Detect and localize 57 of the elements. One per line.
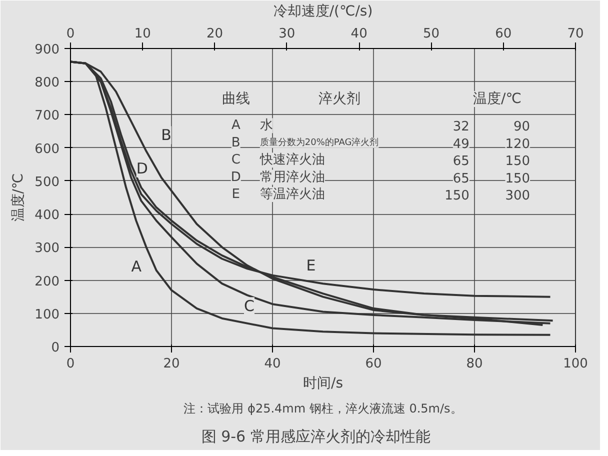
x2-tick-label: 20 bbox=[206, 26, 224, 42]
annotation: 曲线 bbox=[222, 90, 250, 107]
x2-tick-label: 70 bbox=[567, 26, 584, 42]
x-tick-label: 100 bbox=[563, 356, 588, 372]
annotation: C bbox=[231, 152, 240, 168]
y-tick-label: 200 bbox=[34, 274, 60, 290]
annotation: 300 bbox=[505, 188, 530, 204]
annotation: 120 bbox=[505, 136, 530, 152]
series-label: D bbox=[136, 159, 148, 178]
series-label: B bbox=[161, 126, 172, 144]
annotation: 150 bbox=[505, 154, 530, 170]
x2-tick-label: 40 bbox=[350, 26, 368, 42]
y-tick-label: 100 bbox=[34, 307, 60, 322]
x-tick-label: 80 bbox=[466, 356, 483, 372]
annotation: 150 bbox=[444, 188, 470, 204]
annotation: 等温淬火油 bbox=[260, 187, 325, 202]
y-tick-label: 500 bbox=[34, 174, 60, 190]
annotation: B bbox=[231, 135, 240, 150]
annotation: 质量分数为20%的PAG淬火剂 bbox=[260, 136, 379, 148]
x2-tick-label: 60 bbox=[495, 26, 512, 42]
annotation: 49 bbox=[452, 136, 470, 152]
text: 注：试验用 ϕ25.4mm 钢柱，淬火液流速 0.5m/s。 bbox=[184, 402, 462, 416]
x2-tick-label: 0 bbox=[66, 26, 75, 42]
series-label: C bbox=[244, 297, 254, 316]
annotation: E bbox=[232, 187, 240, 202]
y-axis-title: 温度/℃ bbox=[10, 173, 27, 222]
y-tick-label: 700 bbox=[34, 108, 60, 124]
x-tick-label: 40 bbox=[264, 356, 281, 372]
series-label: A bbox=[131, 257, 142, 276]
annotation: 水 bbox=[260, 118, 273, 134]
y-tick-label: 900 bbox=[34, 42, 60, 58]
annotation: 150 bbox=[505, 171, 530, 186]
annotation: 温度/℃ bbox=[473, 90, 522, 107]
annotation: 快速淬火油 bbox=[258, 152, 325, 168]
annotation: 32 bbox=[452, 120, 470, 135]
x-tick-label: 60 bbox=[365, 356, 382, 372]
y-tick-label: 0 bbox=[51, 340, 60, 356]
x2-tick-label: 30 bbox=[278, 26, 296, 42]
y-tick-label: 400 bbox=[34, 208, 60, 224]
annotation: 65 bbox=[452, 154, 470, 170]
annotation: A bbox=[231, 118, 240, 134]
x2-tick-label: 50 bbox=[422, 26, 440, 42]
x-tick-label: 0 bbox=[66, 356, 75, 372]
annotation: D bbox=[230, 170, 241, 185]
annotation: 90 bbox=[514, 120, 530, 135]
x2-tick-label: 10 bbox=[134, 26, 151, 42]
y-tick-label: 600 bbox=[34, 142, 60, 157]
annotation: 常用淬火油 bbox=[260, 170, 325, 185]
series-label: E bbox=[306, 256, 316, 275]
x2-axis-title: 冷却速度/(℃/s) bbox=[273, 4, 373, 20]
text: 图 9-6 常用感应淬火剂的冷却性能 bbox=[201, 428, 430, 446]
annotation: 65 bbox=[452, 171, 470, 186]
y-tick-label: 300 bbox=[34, 241, 60, 256]
x-axis-title: 时间/s bbox=[302, 376, 344, 392]
y-tick-label: 800 bbox=[34, 76, 60, 91]
annotation: 淬火剂 bbox=[318, 90, 360, 107]
x-tick-label: 20 bbox=[163, 356, 180, 372]
